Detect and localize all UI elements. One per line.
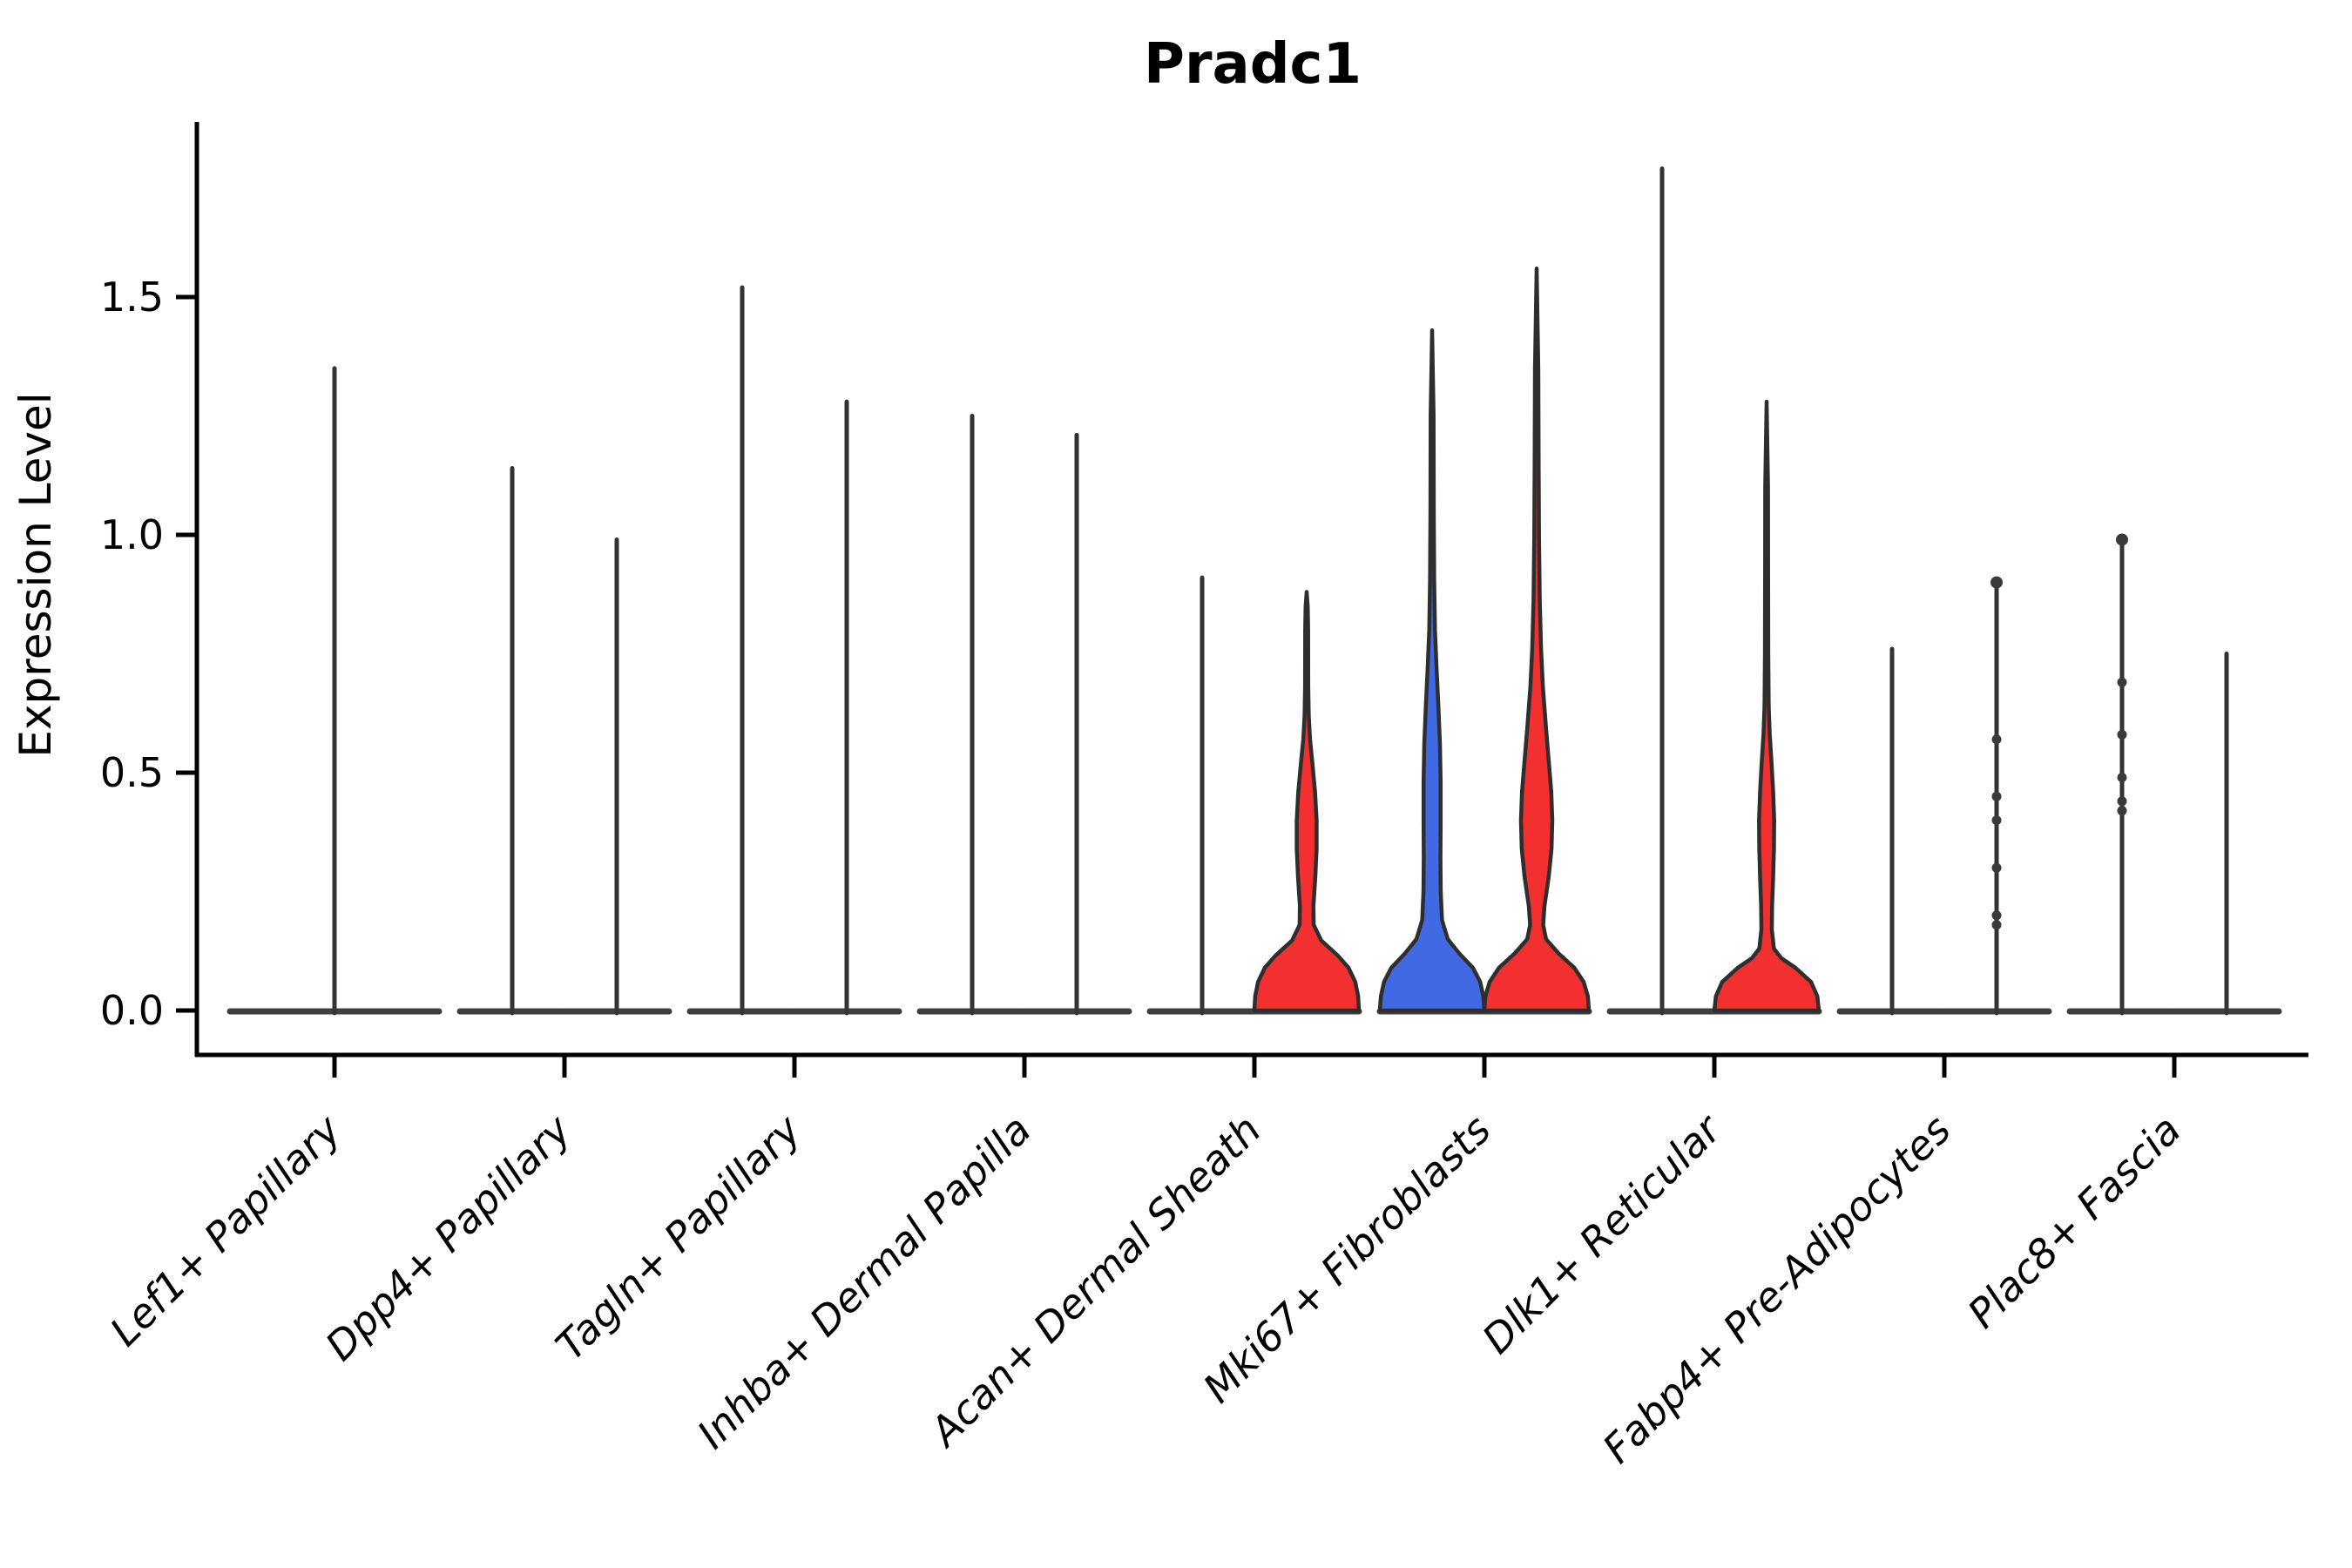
data-point-fabp4-pre-adipocytes-right xyxy=(1991,734,2002,745)
x-tick-label-plac8-fascia: Plac8+ Fascia xyxy=(1958,1106,2189,1337)
x-tick-label-dpp4-papillary: Dpp4+ Papillary xyxy=(316,1105,580,1369)
violin-mki67-fibroblasts-right xyxy=(1482,266,1592,1013)
data-point-fabp4-pre-adipocytes-right xyxy=(1991,910,2002,921)
data-point-plac8-fascia-left xyxy=(2117,729,2127,740)
spike-cap-fabp4-pre-adipocytes-right xyxy=(1990,576,2003,589)
y-tick-label: 0.5 xyxy=(100,749,164,796)
y-tick-label: 0.0 xyxy=(100,987,164,1034)
y-tick-label: 1.0 xyxy=(100,511,164,558)
violin-dlk1-reticular-right xyxy=(1712,399,1821,1013)
y-axis-label: Expression Level xyxy=(10,392,61,757)
data-point-fabp4-pre-adipocytes-right xyxy=(1991,920,2002,930)
data-point-plac8-fascia-left xyxy=(2117,796,2127,807)
data-point-fabp4-pre-adipocytes-right xyxy=(1991,815,2002,826)
violin-acan-dermal-sheath-right xyxy=(1252,590,1362,1013)
data-point-plac8-fascia-left xyxy=(2117,677,2127,687)
data-point-fabp4-pre-adipocytes-right xyxy=(1991,862,2002,873)
x-tick-label-lef1-papillary: Lef1+ Papillary xyxy=(101,1105,350,1355)
data-point-plac8-fascia-left xyxy=(2117,772,2127,782)
x-tick-label-dlk1-reticular: Dlk1+ Reticular xyxy=(1473,1104,1732,1362)
data-point-plac8-fascia-left xyxy=(2117,806,2127,816)
spike-cap-plac8-fascia-left xyxy=(2116,533,2128,546)
jitter-points xyxy=(1990,533,2128,930)
violin-bodies xyxy=(332,166,2229,1016)
violin-mki67-fibroblasts-left xyxy=(1377,328,1487,1013)
y-tick-label: 1.5 xyxy=(100,274,164,321)
chart-title: Pradc1 xyxy=(1144,32,1362,97)
data-point-fabp4-pre-adipocytes-right xyxy=(1991,791,2002,801)
x-tick-label-tagln-papillary: Tagln+ Papillary xyxy=(546,1105,810,1369)
